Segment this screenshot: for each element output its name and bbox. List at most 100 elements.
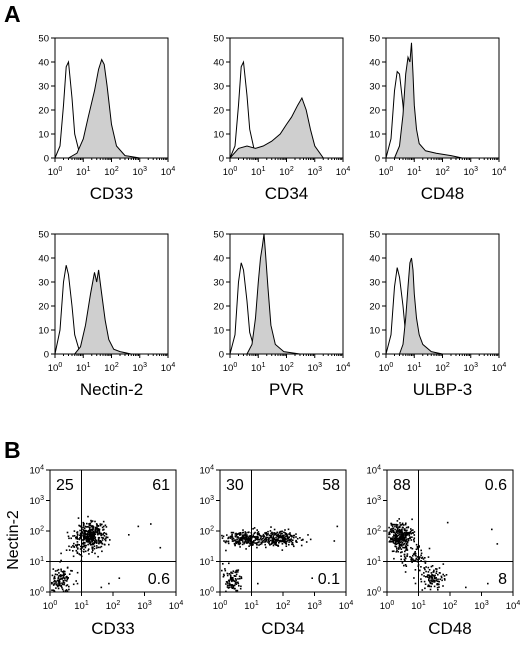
scatter-cd34-event-dot	[268, 539, 270, 541]
scatter-cd48-event-dot	[404, 546, 406, 549]
scatter-cd33-event-dot	[66, 590, 69, 592]
scatter-cd34-event-dot	[260, 542, 263, 545]
nectin-2-plot-frame	[54, 233, 169, 355]
scatter-cd33-event-dot	[100, 540, 103, 543]
scatter-cd34-y-tick-label: 100	[200, 587, 215, 599]
scatter-cd34-event-dot	[232, 531, 235, 534]
scatter-cd34-event-dot	[264, 543, 266, 546]
scatter-cd33-event-dot	[72, 550, 74, 552]
scatter-cd34-event-dot	[286, 534, 288, 536]
scatter-cd34-event-dot	[271, 531, 273, 534]
scatter-cd33-event-dot	[62, 581, 65, 584]
scatter-cd34-event-dot	[284, 537, 287, 540]
scatter-cd34-event-dot	[266, 534, 268, 536]
scatter-cd48-x-tick-label: 101	[411, 600, 426, 612]
scatter-cd34-event-dot	[238, 585, 240, 587]
scatter-cd34-event-dot	[288, 543, 290, 546]
scatter-cd48-event-dot	[404, 550, 406, 553]
scatter-cd33-event-dot	[76, 536, 78, 539]
scatter-cd33-event-dot	[82, 539, 85, 541]
scatter-cd33-event-dot	[81, 539, 84, 541]
scatter-cd34-event-dot	[234, 571, 236, 574]
scatter-cd48-event-dot	[416, 556, 419, 558]
scatter-cd48-event-dot	[401, 522, 404, 525]
scatter-cd33-event-dot	[86, 530, 88, 533]
scatter-cd48-event-dot	[397, 538, 400, 540]
cd33-y-tick-label: 0	[44, 154, 49, 165]
scatter-cd34-event-dot	[249, 540, 252, 542]
nectin-2-y-tick-label: 40	[38, 254, 49, 265]
scatter-cd48-event-dot	[394, 538, 397, 541]
scatter-cd48-event-dot	[411, 559, 413, 562]
scatter-cd34-event-dot	[283, 541, 285, 543]
scatter-cd48-event-dot	[412, 532, 414, 534]
scatter-cd33-event-dot	[76, 552, 79, 554]
scatter-cd34-event-dot	[290, 540, 293, 543]
scatter-cd48-event-dot	[405, 543, 407, 545]
scatter-cd48-event-dot	[403, 539, 405, 541]
scatter-cd34-event-dot	[235, 542, 238, 545]
scatter-cd48-event-dot	[399, 537, 402, 539]
scatter-cd34-event-dot	[237, 578, 239, 580]
scatter-cd33-event-dot	[70, 546, 73, 548]
scatter-cd48-event-dot	[404, 537, 406, 539]
pvr-x-axis-label: PVR	[269, 380, 304, 399]
scatter-cd48-event-dot	[437, 578, 439, 581]
scatter-cd34-event-dot	[235, 579, 237, 581]
scatter-cd48-event-dot	[412, 558, 414, 561]
scatter-cd33-event-dot	[101, 526, 104, 529]
nectin-2-y-tick-label: 30	[38, 278, 49, 289]
scatter-cd34-event-dot	[269, 536, 271, 539]
scatter-cd33-event-dot	[76, 551, 79, 554]
scatter-cd48-event-dot	[404, 541, 407, 543]
ulbp-3-x-tick-label: 101	[407, 362, 422, 374]
scatter-cd34-event-dot	[296, 537, 299, 540]
scatter-cd34-event-dot	[277, 533, 279, 536]
scatter-cd48-event-dot	[435, 568, 437, 570]
scatter-cd34-event-dot	[278, 535, 281, 537]
scatter-cd48-event-dot	[424, 562, 427, 564]
cd48-x-tick-label: 102	[435, 166, 450, 178]
scatter-cd48-event-dot	[405, 531, 408, 534]
scatter-cd48-event-dot	[403, 524, 405, 526]
panel-b-label: B	[4, 437, 21, 463]
scatter-cd48-event-dot	[430, 577, 433, 579]
scatter-cd34-event-dot	[278, 542, 280, 544]
scatter-cd33-event-dot	[67, 577, 69, 579]
cd34-y-tick-label: 40	[213, 58, 224, 69]
scatter-cd33-event-dot	[84, 550, 87, 553]
scatter-cd33-event-dot	[103, 532, 105, 534]
scatter-cd48-y-tick-label: 100	[367, 587, 382, 599]
scatter-cd33-event-dot	[101, 550, 103, 553]
scatter-cd48-event-dot	[409, 556, 411, 558]
scatter-cd48-event-dot	[434, 574, 436, 577]
scatter-cd34-x-tick-label: 100	[213, 600, 228, 612]
scatter-cd48-event-dot	[430, 585, 432, 588]
scatter-cd33-event-dot	[61, 571, 64, 573]
scatter-cd33-event-dot	[61, 574, 63, 577]
scatter-cd34-event-dot	[226, 534, 228, 536]
scatter-cd48-event-dot	[401, 544, 403, 547]
scatter-cd34-event-dot	[248, 545, 250, 547]
scatter-cd48-event-dot	[411, 536, 413, 538]
scatter-cd34-event-dot	[249, 544, 252, 546]
scatter-cd48-event-dot	[413, 577, 415, 579]
scatter-cd48-event-dot	[411, 561, 413, 563]
scatter-cd33-event-dot	[63, 577, 66, 580]
scatter-cd34-event-dot	[290, 538, 292, 540]
scatter-cd48-event-dot	[418, 558, 420, 560]
cd48-y-tick-label: 50	[369, 34, 380, 45]
scatter-cd34-event-dot	[253, 536, 255, 538]
scatter-cd34-event-dot	[227, 540, 229, 543]
scatter-cd33-event-dot	[98, 529, 100, 532]
scatter-cd33-event-dot	[85, 533, 88, 536]
scatter-cd48-event-dot	[465, 586, 467, 589]
scatter-cd33-event-dot	[96, 530, 99, 533]
scatter-cd34-event-dot	[257, 537, 259, 539]
scatter-cd33-event-dot	[58, 579, 60, 581]
scatter-cd48-event-dot	[396, 524, 399, 526]
cd33-x-tick-label: 102	[104, 166, 119, 178]
scatter-cd48-event-dot	[440, 575, 443, 578]
cd33-y-tick-label: 50	[38, 34, 49, 45]
scatter-cd34-event-dot	[240, 585, 242, 588]
